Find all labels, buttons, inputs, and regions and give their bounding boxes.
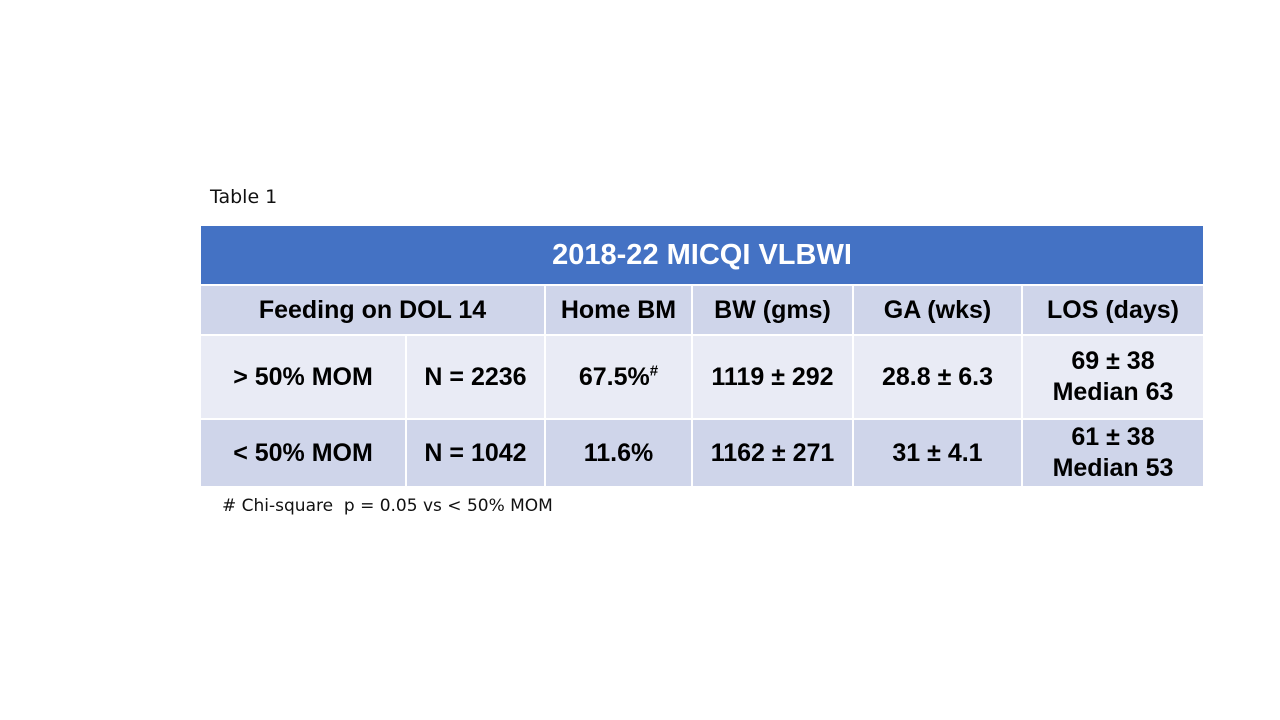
cell-ga: 31 ± 4.1 [852, 418, 1023, 486]
cell-ga: 28.8 ± 6.3 [852, 334, 1023, 420]
header-bw: BW (gms) [691, 284, 854, 336]
cell-group: > 50% MOM [201, 334, 407, 420]
cell-los: 61 ± 38 Median 53 [1020, 418, 1204, 486]
cell-n: N = 1042 [405, 418, 546, 486]
los-median: Median 53 [1052, 454, 1174, 482]
home-bm-value: 67.5% [578, 362, 650, 391]
cell-bw: 1119 ± 292 [691, 334, 854, 420]
table-footnote: # Chi-square p = 0.05 vs < 50% MOM [222, 496, 553, 516]
cell-group: < 50% MOM [201, 418, 407, 486]
los-median: Median 63 [1052, 378, 1174, 406]
footnote-mark: # [649, 362, 659, 380]
cell-home-bm: 67.5%# [544, 334, 693, 420]
table-title-row: 2018-22 MICQI VLBWI [201, 226, 1204, 286]
table-title: 2018-22 MICQI VLBWI [201, 226, 1204, 286]
cell-n: N = 2236 [405, 334, 546, 420]
results-table: 2018-22 MICQI VLBWI Feeding on DOL 14 Ho… [201, 226, 1204, 486]
header-feeding: Feeding on DOL 14 [201, 284, 546, 336]
cell-home-bm: 11.6% [544, 418, 693, 486]
header-los: LOS (days) [1020, 284, 1204, 336]
cell-bw: 1162 ± 271 [691, 418, 854, 486]
cell-los: 69 ± 38 Median 63 [1020, 334, 1204, 420]
header-home-bm: Home BM [544, 284, 693, 336]
table-header-row: Feeding on DOL 14 Home BM BW (gms) GA (w… [201, 284, 1204, 336]
los-mean: 69 ± 38 [1071, 346, 1155, 375]
table-row: < 50% MOM N = 1042 11.6% 1162 ± 271 31 ±… [201, 418, 1204, 486]
header-ga: GA (wks) [852, 284, 1023, 336]
los-mean: 61 ± 38 [1071, 422, 1155, 451]
table-caption: Table 1 [210, 186, 278, 208]
table-row: > 50% MOM N = 2236 67.5%# 1119 ± 292 28.… [201, 334, 1204, 420]
